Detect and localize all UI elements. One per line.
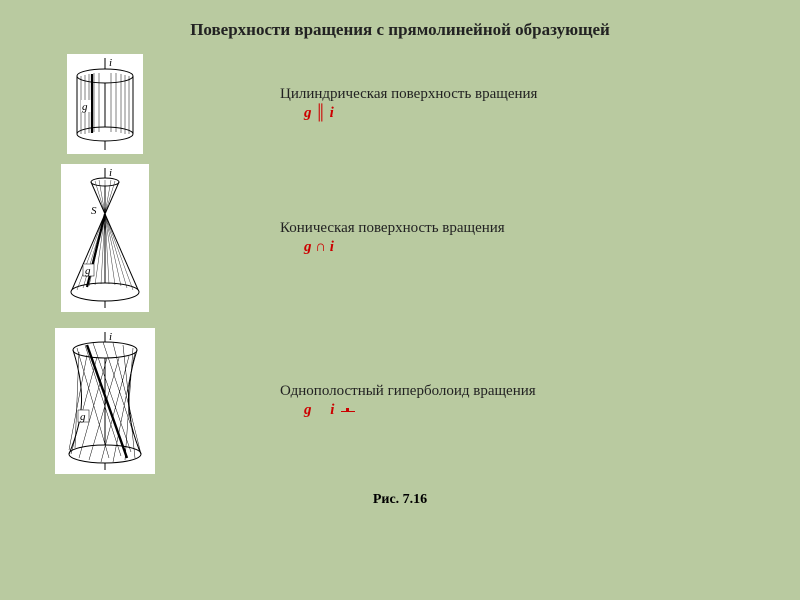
figure-cone: i S xyxy=(50,164,160,312)
hyp-axis-label: i xyxy=(109,331,112,343)
figure-hyperboloid: i g xyxy=(50,328,160,474)
label-hyperboloid: Однополостный гиперболоид вращения g i xyxy=(280,383,536,419)
figure-cylinder: i g xyxy=(50,54,160,154)
figure-caption: Рис. 7.16 xyxy=(0,492,800,508)
cone-apex-label: S xyxy=(91,205,97,217)
label-cylinder: Цилиндрическая поверхность вращения g ║ … xyxy=(280,86,537,122)
cone-gen-label: g xyxy=(85,265,91,277)
skew-symbol-icon xyxy=(341,411,355,412)
row-cone: i S xyxy=(50,164,800,312)
hyperboloid-formula: g i xyxy=(304,402,536,419)
row-cylinder: i g Цилиндрическая поверхность xyxy=(50,54,800,154)
row-hyperboloid: i g xyxy=(50,328,800,474)
cone-text: Коническая поверхность вращения xyxy=(280,220,505,237)
cylinder-axis-label: i xyxy=(109,57,112,69)
label-cone: Коническая поверхность вращения g ∩ i xyxy=(280,220,505,256)
cone-axis-label: i xyxy=(109,167,112,179)
hyperboloid-text: Однополостный гиперболоид вращения xyxy=(280,383,536,400)
cylinder-gen-label: g xyxy=(82,101,88,113)
page-title: Поверхности вращения с прямолинейной обр… xyxy=(0,0,800,40)
cone-formula: g ∩ i xyxy=(304,239,505,256)
cylinder-text: Цилиндрическая поверхность вращения xyxy=(280,86,537,103)
hyp-gen-label: g xyxy=(80,411,86,423)
cylinder-formula: g ║ i xyxy=(304,105,537,122)
